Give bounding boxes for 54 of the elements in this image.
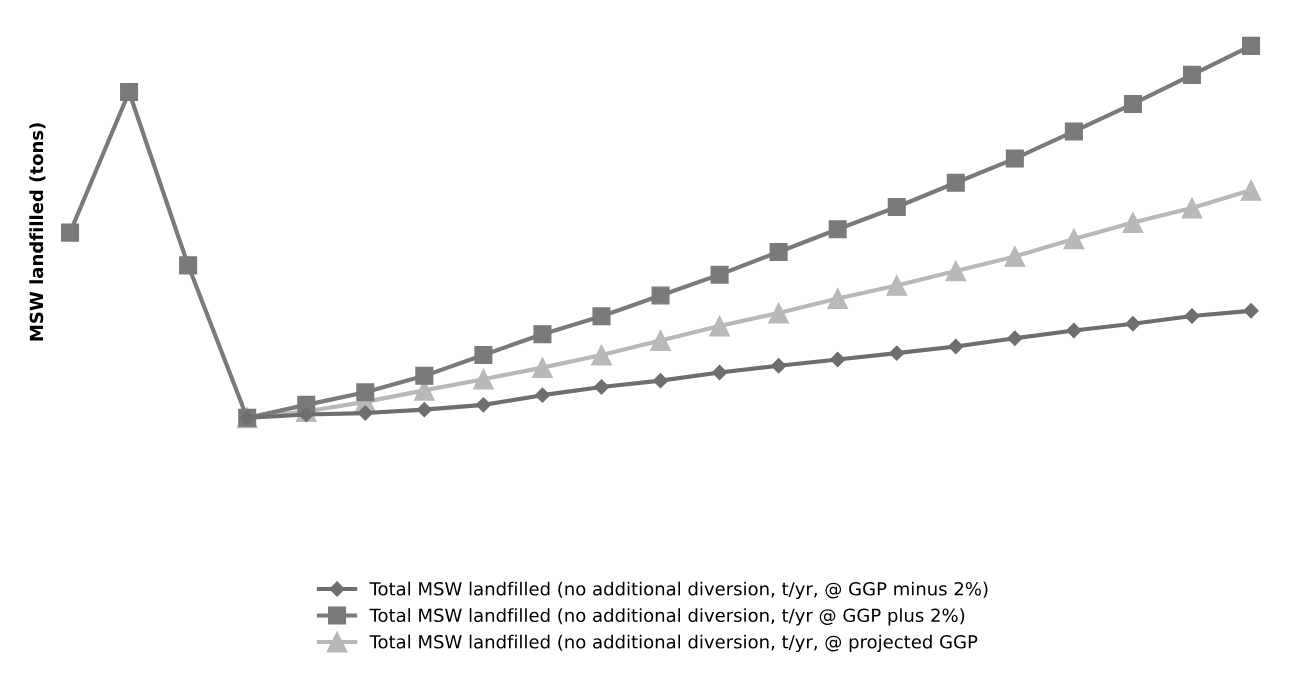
- point: [889, 345, 905, 361]
- point: [593, 379, 610, 395]
- legend-label: Total MSW landfilled (no additional diversion, t/yr, @ GGP minus 2%): [369, 581, 988, 600]
- point: [887, 197, 906, 216]
- point: [1123, 94, 1142, 113]
- point: [768, 302, 790, 324]
- point: [827, 288, 849, 309]
- point: [592, 307, 611, 326]
- point: [1181, 197, 1203, 219]
- point: [771, 358, 787, 374]
- point: [179, 256, 198, 275]
- point: [1064, 122, 1083, 141]
- point: [830, 351, 846, 368]
- point: [472, 368, 494, 390]
- point: [534, 387, 551, 403]
- point: [886, 275, 908, 296]
- point: [946, 173, 965, 192]
- point: [1066, 322, 1082, 339]
- point: [415, 366, 434, 385]
- point: [769, 242, 788, 261]
- point: [709, 315, 731, 337]
- point: [298, 406, 314, 423]
- point: [1243, 303, 1259, 319]
- point: [357, 405, 373, 421]
- point: [650, 330, 671, 351]
- point: [1184, 308, 1200, 324]
- y-axis-title: MSW landfilled (tons): [29, 123, 46, 341]
- point: [1240, 179, 1262, 201]
- point: [1004, 246, 1026, 267]
- point: [711, 364, 728, 381]
- point: [1125, 316, 1141, 332]
- point: [474, 345, 493, 365]
- point: [652, 373, 669, 389]
- point: [651, 286, 670, 305]
- point: [828, 220, 847, 239]
- point: [416, 402, 432, 418]
- point: [948, 338, 964, 355]
- point: [61, 223, 80, 242]
- point: [710, 265, 729, 284]
- point: [533, 325, 552, 344]
- legend-label: Total MSW landfilled (no additional diversion, t/yr @ GGP plus 2%): [369, 608, 965, 626]
- point: [1242, 36, 1261, 55]
- point: [591, 344, 612, 366]
- point: [1063, 228, 1085, 250]
- point: [1007, 330, 1023, 346]
- legend-label: Total MSW landfilled (no additional diversion, t/yr, @ projected GGP: [369, 634, 978, 653]
- point: [1005, 149, 1024, 168]
- point: [475, 397, 492, 413]
- point: [945, 260, 967, 282]
- point: [532, 357, 553, 379]
- point: [356, 383, 375, 402]
- point: [1182, 65, 1202, 84]
- point: [120, 82, 139, 102]
- point: [1122, 212, 1144, 233]
